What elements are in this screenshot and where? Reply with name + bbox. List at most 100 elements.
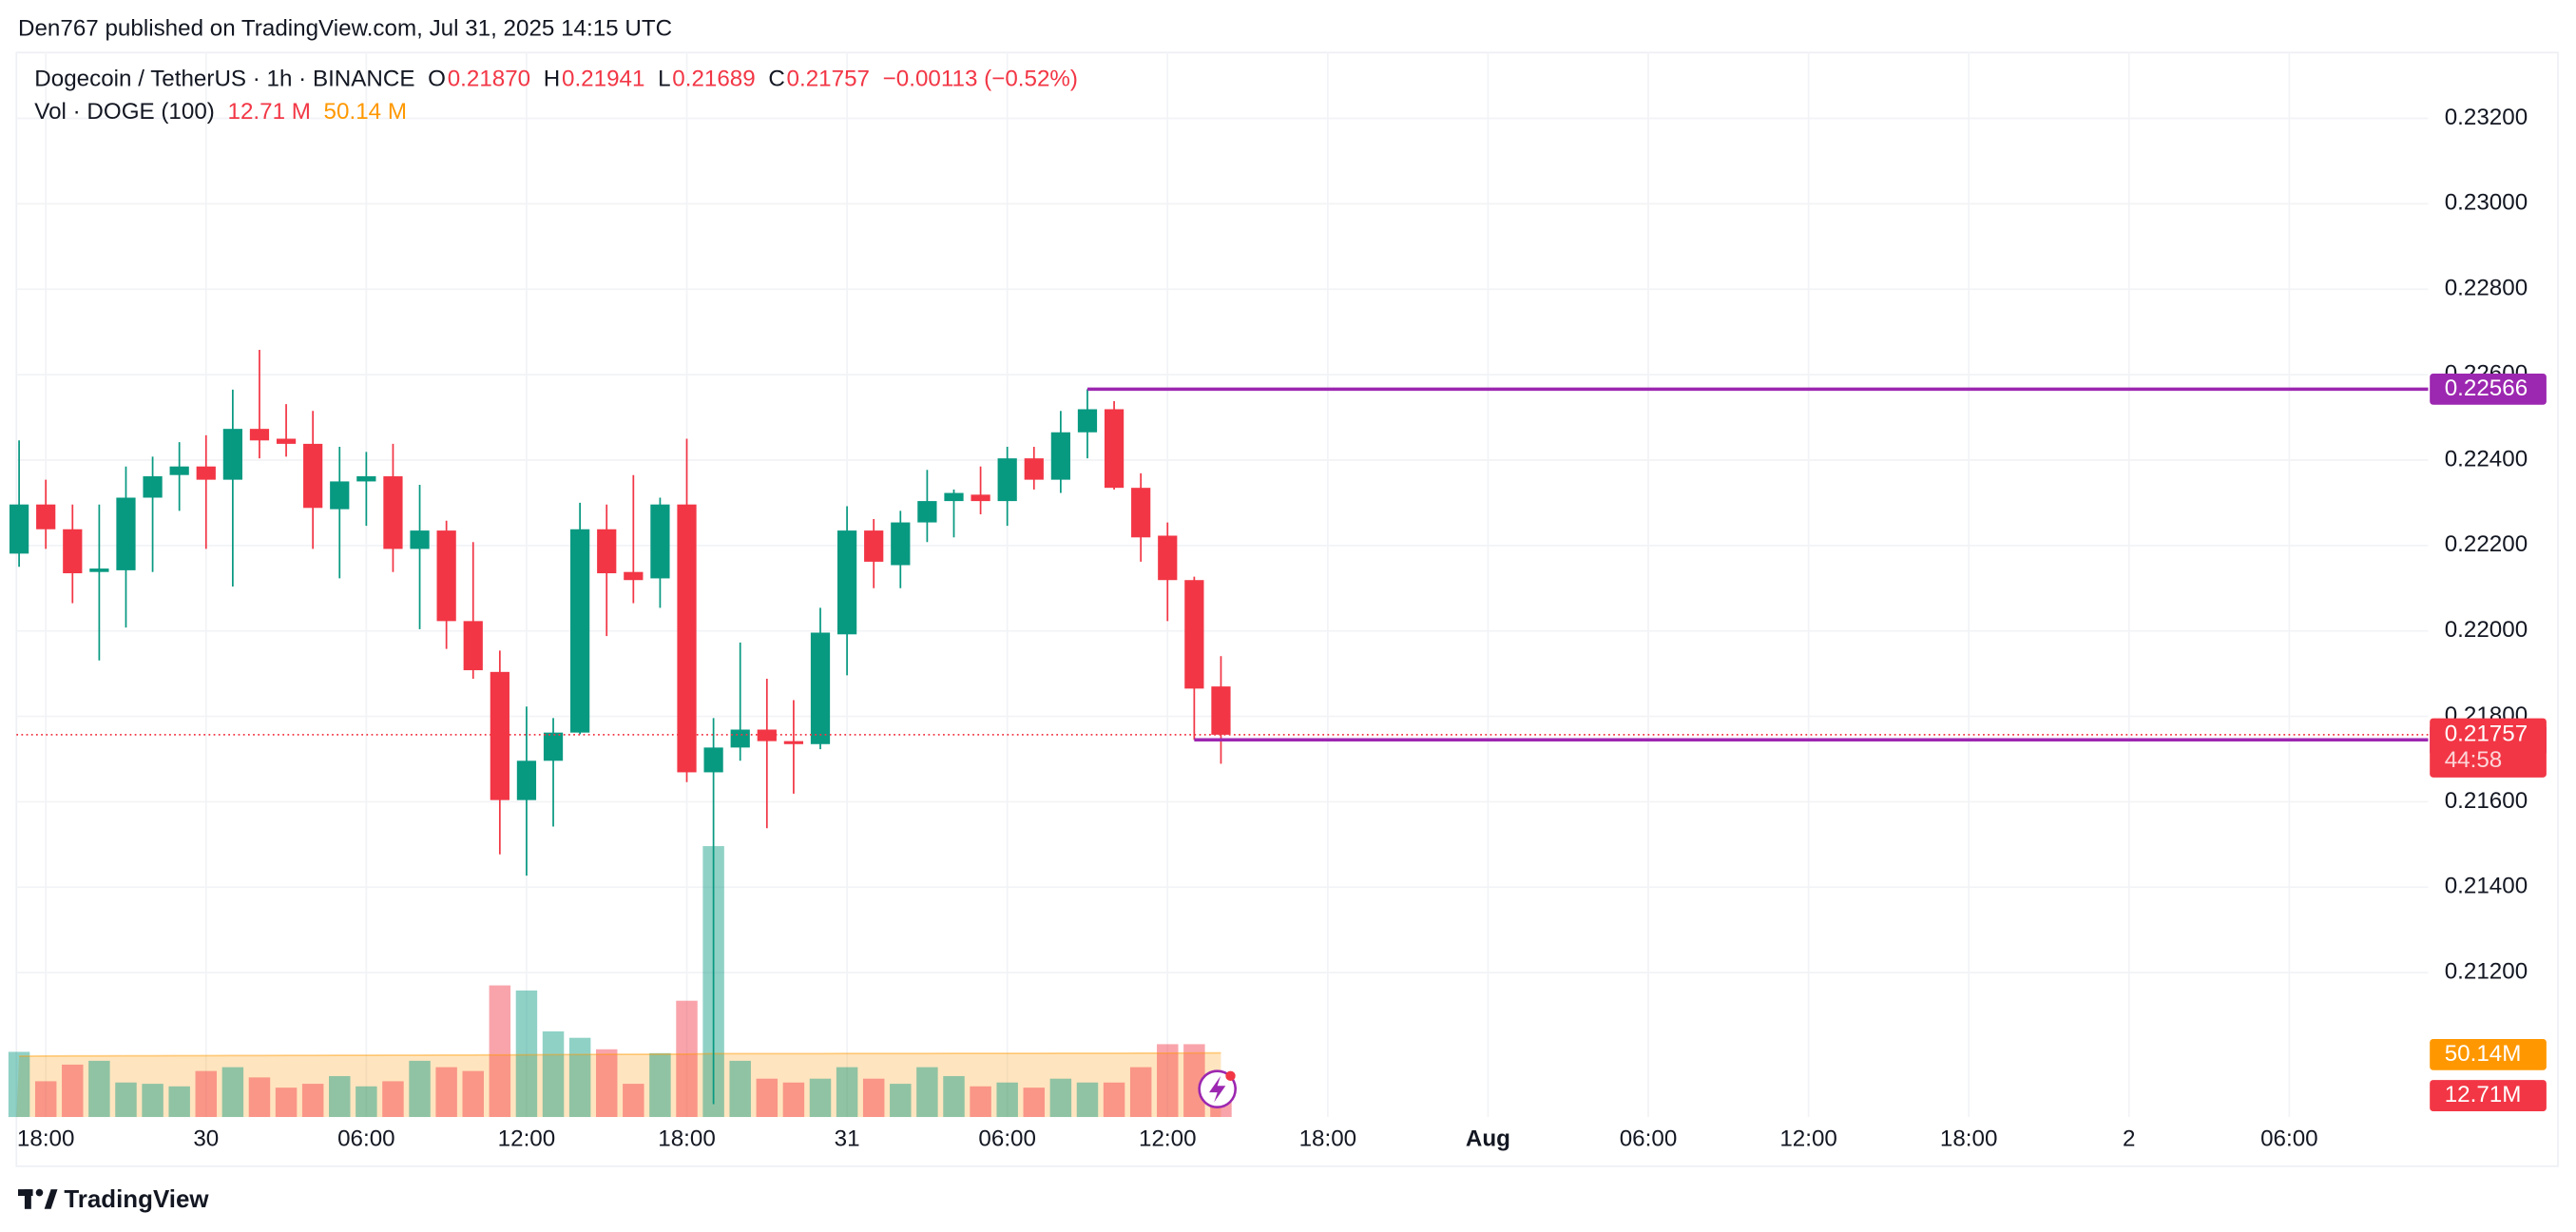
volume-bar — [676, 1000, 698, 1118]
last-price-tag: 0.21757 — [2445, 721, 2528, 746]
volume-bar — [729, 1060, 751, 1118]
candle-body — [971, 494, 990, 502]
volume-ma-tag-bg — [2430, 1038, 2547, 1070]
volume-bar — [1157, 1044, 1179, 1118]
volume-ma-tag: 50.14M — [2445, 1041, 2522, 1067]
legend-key: H — [544, 67, 560, 92]
candle-body — [810, 632, 831, 744]
volume-bar — [195, 1070, 218, 1118]
y-tick-label: 0.21200 — [2445, 959, 2528, 985]
candle-body — [543, 732, 564, 761]
candle-body — [570, 529, 590, 733]
volume-bar — [568, 1037, 591, 1118]
legend-volume-title: Vol · DOGE (100) — [34, 100, 215, 125]
y-tick-label: 0.23000 — [2445, 190, 2528, 216]
volume-bar — [782, 1082, 805, 1118]
replay-icon — [1198, 1069, 1237, 1108]
hline-tag-bg — [2430, 373, 2547, 405]
x-tick-label: 12:00 — [498, 1126, 556, 1152]
x-tick-label: 06:00 — [2260, 1126, 2318, 1152]
x-tick-label: Aug — [1466, 1126, 1510, 1152]
volume-bar — [462, 1070, 484, 1118]
volume-bar — [409, 1060, 431, 1118]
y-tick-label: 0.22200 — [2445, 531, 2528, 557]
volume-bar — [1129, 1067, 1152, 1118]
candle-body — [783, 741, 804, 744]
publish-note: Den767 published on TradingView.com, Jul… — [18, 15, 672, 41]
x-tick-label: 18:00 — [658, 1126, 716, 1152]
volume-bar — [8, 1051, 30, 1118]
candle-body — [864, 530, 884, 562]
candle-body — [917, 501, 937, 523]
volume-bar — [1103, 1082, 1125, 1118]
volume-bar — [996, 1082, 1018, 1118]
candle-body — [222, 429, 242, 480]
candle-body — [730, 729, 750, 748]
volume-bar — [168, 1086, 190, 1118]
candle-body — [63, 529, 83, 574]
candle-body — [89, 568, 109, 572]
volume-bar — [62, 1064, 84, 1118]
legend-key: L — [658, 67, 670, 92]
legend-volume-value: 12.71 M — [228, 100, 311, 125]
legend-volume-ma: 50.14 M — [324, 100, 407, 125]
volume-tag-bg — [2430, 1080, 2547, 1111]
volume-bar — [301, 1084, 324, 1118]
candle-body — [356, 476, 376, 482]
volume-tag: 12.71M — [2445, 1082, 2522, 1107]
x-tick-label: 30 — [193, 1126, 219, 1152]
candle-body — [169, 466, 189, 475]
plot: 0.212000.214000.216000.218000.220000.222… — [8, 52, 2547, 1152]
candle-body — [276, 438, 297, 444]
candle-body — [196, 466, 216, 480]
volume-bar — [34, 1081, 57, 1118]
candle-body — [36, 504, 56, 529]
volume-bar — [248, 1077, 271, 1118]
candle-body — [1131, 488, 1151, 538]
legend-value: 0.21870 — [448, 67, 530, 92]
last-price-tag-bg — [2430, 718, 2547, 778]
volume-bar — [809, 1078, 832, 1118]
chart-frame — [15, 51, 2559, 1167]
candle-body — [303, 443, 323, 509]
legend-main: Dogecoin / TetherUS · 1h · BINANCE O 0.21… — [34, 67, 1078, 92]
volume-bar — [489, 985, 511, 1118]
legend-volume: Vol · DOGE (100) 12.71 M 50.14 M — [34, 100, 407, 125]
volume-bar — [1049, 1078, 1072, 1118]
legend-key: C — [768, 67, 784, 92]
candle-body — [143, 476, 163, 498]
x-tick-label: 18:00 — [1299, 1126, 1357, 1152]
x-tick-label: 06:00 — [1620, 1126, 1678, 1152]
candle-body — [436, 530, 456, 622]
legend-change: −0.00113 (−0.52%) — [883, 67, 1078, 92]
brand-logo — [18, 1188, 58, 1209]
volume-bar — [649, 1052, 671, 1118]
volume-bar — [88, 1060, 110, 1118]
volume-bar — [542, 1030, 565, 1118]
volume-bar — [356, 1086, 377, 1118]
hline-tag: 0.22566 — [2445, 375, 2528, 401]
volume-bar — [1076, 1082, 1099, 1118]
candle-body — [891, 522, 911, 566]
x-tick-label: 2 — [2123, 1126, 2135, 1152]
legend-value: 0.21689 — [672, 67, 755, 92]
candle-body — [490, 671, 509, 800]
x-tick-label: 31 — [835, 1126, 860, 1152]
volume-bar — [1183, 1044, 1205, 1118]
candle-body — [1184, 580, 1204, 689]
volume-bar — [329, 1076, 351, 1118]
y-tick-label: 0.23200 — [2445, 105, 2528, 130]
y-tick-label: 0.21400 — [2445, 874, 2528, 899]
candle-body — [1050, 432, 1070, 480]
y-tick-label: 0.22400 — [2445, 446, 2528, 472]
volume-bar — [836, 1067, 858, 1118]
x-tick-label: 12:00 — [1139, 1126, 1197, 1152]
candle-body — [1104, 409, 1125, 489]
candle-body — [703, 747, 723, 773]
volume-bar — [943, 1076, 965, 1118]
candle-body — [1077, 409, 1098, 433]
candle-body — [624, 571, 644, 581]
